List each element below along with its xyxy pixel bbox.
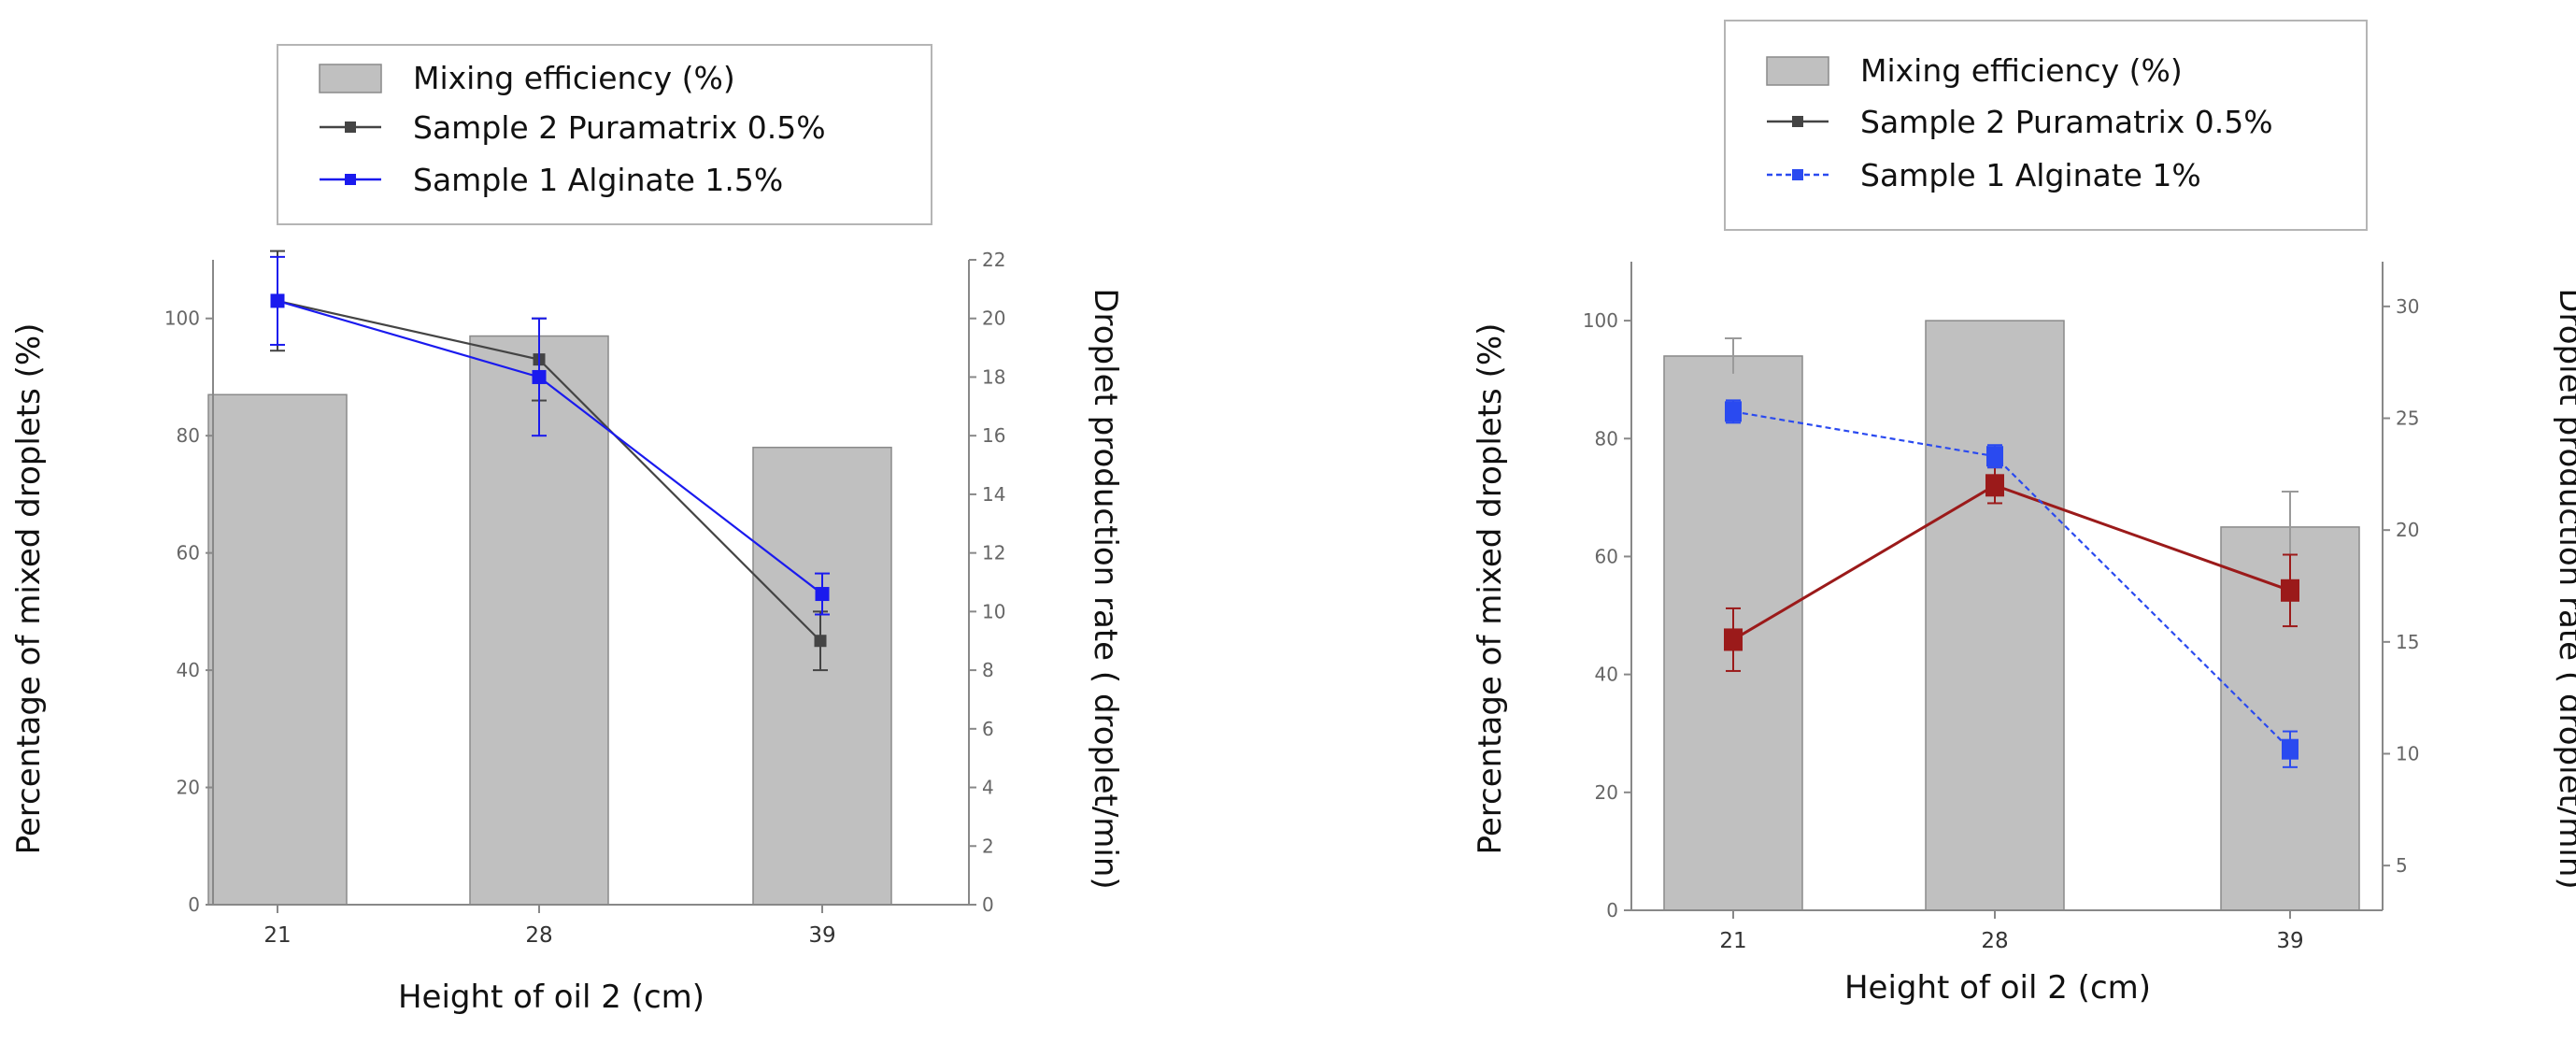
y-tick-label: 80 [1595, 427, 1618, 450]
y2-tick-label: 20 [2396, 519, 2419, 541]
y2-tick-label: 18 [982, 365, 1005, 388]
y2-tick-label: 4 [982, 777, 994, 799]
y2-axis-label: Droplet production rate ( droplet/min) [2552, 288, 2576, 889]
y2-tick-label: 10 [2396, 742, 2419, 764]
x-tick-label: 21 [263, 923, 291, 948]
data-point [1724, 628, 1743, 651]
y2-tick-label: 14 [982, 483, 1005, 506]
y-tick-label: 0 [188, 893, 200, 916]
y-axis-label: Percentage of mixed droplets (%) [1472, 323, 1509, 855]
chart-2: 0 20 40 60 80 100 5 10 15 20 25 30 21 28 39 Height of o… [1472, 20, 2576, 1007]
y2-tick-label: 15 [2396, 631, 2419, 653]
y2-tick-label: 20 [982, 307, 1005, 330]
legend-marker [345, 174, 356, 185]
legend-marker [1792, 116, 1803, 127]
y2-tick-label: 30 [2396, 295, 2419, 318]
legend-label: Mixing efficiency (%) [413, 60, 735, 96]
y2-tick-label: 22 [982, 249, 1005, 271]
y2-tick-label: 25 [2396, 407, 2419, 430]
data-point [814, 635, 827, 648]
x-axis-label: Height of oil 2 (cm) [398, 979, 704, 1016]
y2-tick-label: 6 [982, 718, 994, 740]
x-tick-label: 28 [525, 923, 552, 948]
series-2 [270, 255, 830, 616]
y2-tick-label: 2 [982, 835, 994, 857]
x-axis-label: Height of oil 2 (cm) [1844, 969, 2151, 1007]
bar-39 [752, 446, 892, 906]
data-point [815, 587, 830, 602]
y-tick-label: 0 [1606, 899, 1618, 922]
series-1 [1724, 466, 2299, 672]
y-tick-label: 40 [177, 659, 200, 681]
x-tick-label: 21 [1719, 929, 1746, 953]
data-point [2281, 579, 2299, 602]
y2-axis-label: Droplet production rate ( droplet/min) [1087, 288, 1124, 889]
y2-tick-label: 12 [982, 542, 1005, 564]
bar-21 [207, 393, 348, 906]
y-tick-label: 20 [177, 777, 200, 799]
legend: Mixing efficiency (%) Sample 2 Puramatrix… [1724, 20, 2368, 231]
y2-tick-label: 10 [982, 600, 1005, 622]
y-tick-label: 100 [164, 307, 200, 330]
y2-tick-label: 5 [2396, 854, 2408, 877]
legend-label: Sample 2 Puramatrix 0.5% [413, 109, 826, 146]
legend-label: Mixing efficiency (%) [1860, 52, 2183, 89]
data-point [1725, 401, 1742, 422]
series-2 [1725, 399, 2298, 768]
x-tick-label: 39 [808, 923, 835, 948]
legend-marker [1792, 169, 1803, 180]
y2-tick-label: 16 [982, 424, 1005, 447]
bar-28 [1925, 320, 2065, 911]
data-point [1985, 474, 2004, 497]
legend-marker [345, 121, 356, 133]
y-tick-label: 100 [1583, 309, 1618, 332]
legend: Mixing efficiency (%) Sample 2 Puramatrix… [277, 44, 932, 225]
data-point [270, 293, 285, 308]
y-axis-label: Percentage of mixed droplets (%) [10, 323, 48, 855]
y-tick-label: 20 [1595, 781, 1618, 804]
y2-tick-label: 8 [982, 659, 994, 681]
legend-swatch [1766, 56, 1829, 86]
x-tick-label: 28 [1981, 929, 2008, 953]
y-tick-label: 60 [1595, 545, 1618, 567]
y-tick-label: 60 [177, 542, 200, 564]
legend-box [1724, 20, 2368, 231]
x-tick-label: 39 [2276, 929, 2303, 953]
y-tick-label: 40 [1595, 664, 1618, 686]
data-point [2282, 738, 2298, 760]
legend-label: Sample 2 Puramatrix 0.5% [1860, 104, 2273, 140]
y2-tick-label: 0 [982, 893, 994, 916]
legend-swatch [319, 64, 382, 93]
data-point [532, 369, 547, 384]
y-tick-label: 80 [177, 424, 200, 447]
data-point [1986, 446, 2003, 467]
legend-label: Sample 1 Alginate 1.5% [413, 162, 783, 198]
chart-1: 0 20 40 60 80 100 0 2 4 6 8 10 12 14 16 18 20 22 21 28 39 Hei… [10, 44, 1124, 1016]
legend-box [277, 44, 932, 225]
legend-label: Sample 1 Alginate 1% [1860, 157, 2201, 193]
